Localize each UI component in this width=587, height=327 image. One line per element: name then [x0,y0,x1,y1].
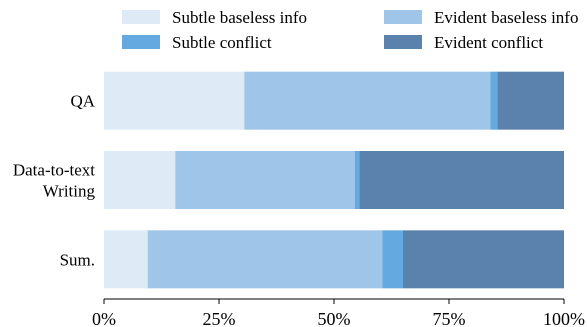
legend-label-subtle-conflict: Subtle conflict [172,33,272,52]
x-tick-label: 75% [433,309,466,327]
bar-data-to-text-writing-evident-conflict [359,151,564,209]
category-label-data-to-text: Data-to-text [13,161,95,180]
legend: Subtle baseless info Evident baseless inf… [122,8,578,52]
legend-swatch-subtle-conflict [122,35,160,49]
bar-data-to-text-writing-subtle-baseless-info [104,151,176,209]
x-tick-label: 100% [543,309,585,327]
legend-label-evident-baseless-info: Evident baseless info [434,8,578,27]
bar-sum-subtle-conflict [382,230,403,289]
category-labels: QA Data-to-text Writing Sum. [13,92,96,270]
bar-qa-subtle-baseless-info [104,71,245,130]
legend-label-subtle-baseless-info: Subtle baseless info [172,8,307,27]
x-axis: 0% 25% 50% 75% 100% [92,298,585,327]
category-label-writing: Writing [43,182,96,201]
legend-label-evident-conflict: Evident conflict [434,33,543,52]
legend-swatch-subtle-baseless-info [122,10,160,24]
bar-qa-evident-baseless-info [244,71,491,130]
bars [104,71,564,289]
bar-qa-subtle-conflict [490,71,498,130]
category-label-qa: QA [70,92,95,111]
bar-qa-evident-conflict [497,71,564,130]
x-tick-label: 0% [92,309,116,327]
legend-swatch-evident-conflict [384,35,422,49]
x-tick-label: 25% [203,309,236,327]
bar-data-to-text-writing-evident-baseless-info [175,151,355,209]
bar-data-to-text-writing-subtle-conflict [354,151,360,209]
bar-sum-evident-baseless-info [147,230,383,289]
x-tick-label: 50% [318,309,351,327]
bar-sum-evident-conflict [403,230,564,289]
category-label-sum: Sum. [60,250,95,269]
legend-swatch-evident-baseless-info [384,10,422,24]
bar-sum-subtle-baseless-info [104,230,148,289]
